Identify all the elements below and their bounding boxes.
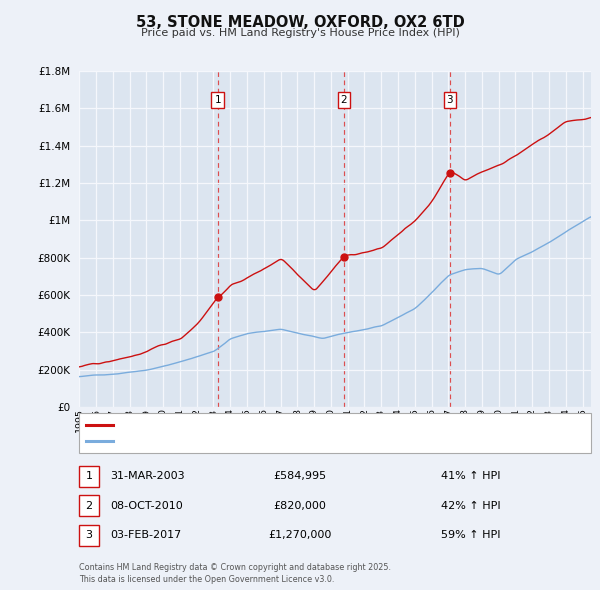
Text: Contains HM Land Registry data © Crown copyright and database right 2025.
This d: Contains HM Land Registry data © Crown c… [79, 563, 391, 584]
Text: 53, STONE MEADOW, OXFORD, OX2 6TD (detached house): 53, STONE MEADOW, OXFORD, OX2 6TD (detac… [118, 420, 423, 430]
Text: 31-MAR-2003: 31-MAR-2003 [110, 471, 184, 481]
Text: 59% ↑ HPI: 59% ↑ HPI [441, 530, 500, 540]
Text: 2: 2 [341, 96, 347, 106]
Text: £820,000: £820,000 [274, 501, 326, 510]
Text: 53, STONE MEADOW, OXFORD, OX2 6TD: 53, STONE MEADOW, OXFORD, OX2 6TD [136, 15, 464, 30]
Text: HPI: Average price, detached house, Oxford: HPI: Average price, detached house, Oxfo… [118, 437, 346, 446]
Text: 1: 1 [86, 471, 92, 481]
Text: 1: 1 [214, 96, 221, 106]
Text: £584,995: £584,995 [274, 471, 326, 481]
Text: 3: 3 [446, 96, 453, 106]
Text: 3: 3 [86, 530, 92, 540]
Text: 2: 2 [86, 501, 92, 510]
Text: 42% ↑ HPI: 42% ↑ HPI [441, 501, 500, 510]
Text: £1,270,000: £1,270,000 [268, 530, 332, 540]
Text: Price paid vs. HM Land Registry's House Price Index (HPI): Price paid vs. HM Land Registry's House … [140, 28, 460, 38]
Text: 03-FEB-2017: 03-FEB-2017 [110, 530, 181, 540]
Text: 08-OCT-2010: 08-OCT-2010 [110, 501, 182, 510]
Text: 41% ↑ HPI: 41% ↑ HPI [441, 471, 500, 481]
